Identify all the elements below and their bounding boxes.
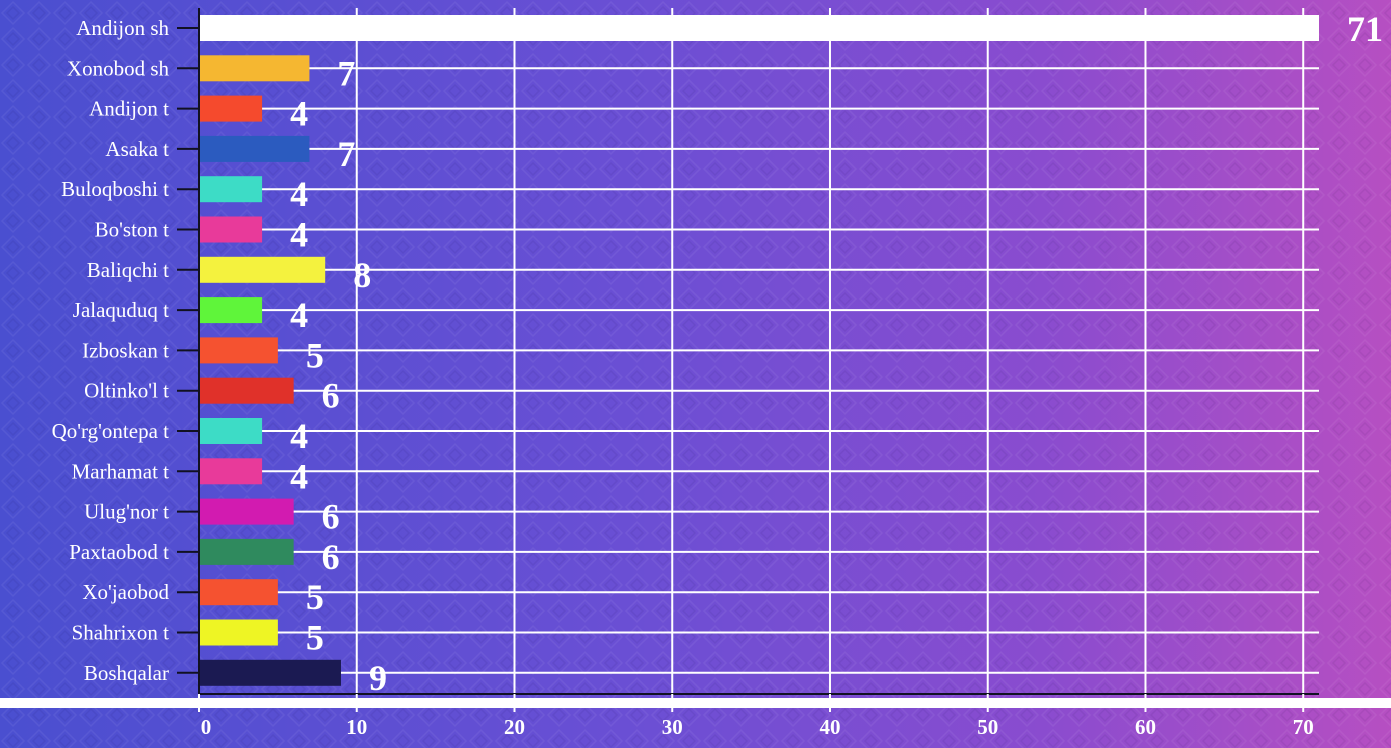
value-label-0: 71 [1347,9,1383,49]
bar-15 [199,619,278,646]
category-label-9: Oltinko'l t [84,379,169,403]
value-label-9: 6 [322,376,340,416]
x-tick-label-70: 70 [1293,715,1314,739]
value-label-10: 4 [290,416,308,456]
bar-14 [199,579,278,606]
bar-9 [199,377,294,404]
value-label-14: 5 [306,577,324,617]
x-tick-label-40: 40 [819,715,840,739]
bar-4 [199,176,263,203]
x-tick-label-50: 50 [977,715,998,739]
x-tick-label-0: 0 [201,715,212,739]
bar-0 [199,15,1319,41]
category-label-12: Ulug'nor t [84,500,169,524]
category-label-0: Andijon sh [76,16,169,40]
value-label-3: 7 [337,134,355,174]
bar-1 [199,55,310,82]
bar-6 [199,256,326,283]
category-label-2: Andijon t [89,97,169,121]
bar-7 [199,297,263,324]
category-label-5: Bo'ston t [95,218,170,242]
x-tick-label-20: 20 [504,715,525,739]
x-tick-label-10: 10 [346,715,367,739]
x-tick-label-60: 60 [1135,715,1156,739]
category-label-11: Marhamat t [72,459,170,483]
category-label-6: Baliqchi t [87,258,169,282]
category-label-15: Shahrixon t [72,621,170,645]
value-label-15: 5 [306,618,324,658]
value-label-1: 7 [337,53,355,93]
axes [0,8,1391,712]
bar-10 [199,418,263,444]
bars [199,15,1319,686]
value-label-16: 9 [369,658,387,698]
value-label-2: 4 [290,94,308,134]
value-label-12: 6 [322,497,340,537]
bar-2 [199,95,263,122]
category-label-13: Paxtaobod t [69,540,169,564]
value-label-4: 4 [290,174,308,214]
category-label-1: Xonobod sh [67,56,170,80]
bar-16 [199,659,341,686]
category-label-8: Izboskan t [82,338,169,362]
category-label-14: Xo'jaobod [82,580,169,604]
baseline-band [0,698,1391,708]
value-label-8: 5 [306,335,324,375]
grid-lines [199,8,1319,694]
value-label-13: 6 [322,537,340,577]
value-label-5: 4 [290,215,308,255]
bar-13 [199,538,294,565]
labels: Andijon sh 71 Xonobod sh 7 Andijon t 4 Asaka t… [52,9,1383,739]
bar-11 [199,458,263,485]
value-label-11: 4 [290,456,308,496]
category-label-7: Jalaquduq t [73,298,169,322]
value-label-6: 8 [353,255,371,295]
x-tick-label-30: 30 [662,715,683,739]
value-label-7: 4 [290,295,308,335]
bar-3 [199,135,310,162]
category-label-10: Qo'rg'ontepa t [52,419,170,443]
bar-5 [199,216,263,243]
bar-8 [199,337,278,364]
category-label-4: Buloqboshi t [61,177,169,201]
category-label-3: Asaka t [105,137,169,161]
category-label-16: Boshqalar [84,661,169,685]
bar-12 [199,498,294,525]
